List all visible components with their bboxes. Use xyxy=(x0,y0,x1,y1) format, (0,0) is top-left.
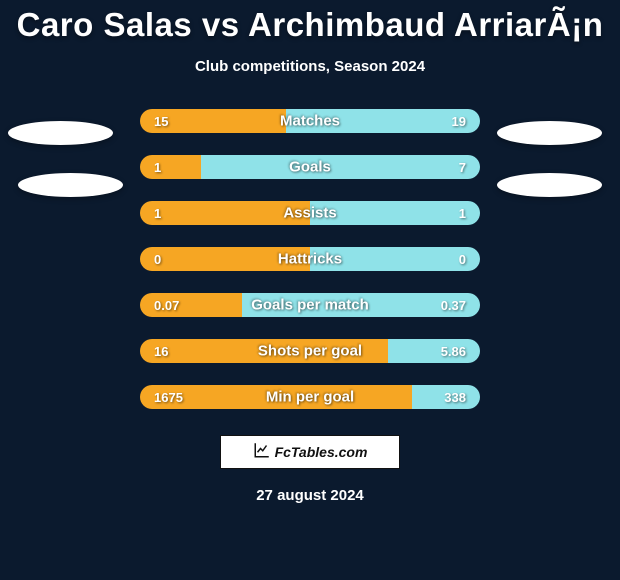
stat-right-value: 19 xyxy=(452,114,466,129)
stat-left-value: 0 xyxy=(154,252,161,267)
bar-right: 19 xyxy=(286,109,480,133)
bar-left: 1 xyxy=(140,201,310,225)
stat-right-value: 0 xyxy=(459,252,466,267)
bar-right: 7 xyxy=(201,155,480,179)
stat-left-value: 16 xyxy=(154,344,168,359)
bar-left: 1 xyxy=(140,155,201,179)
stat-right-value: 7 xyxy=(459,160,466,175)
stat-left-value: 0.07 xyxy=(154,298,179,313)
bar-right: 1 xyxy=(310,201,480,225)
bar-left: 0.07 xyxy=(140,293,242,317)
stat-row-shots-per-goal: 165.86Shots per goal xyxy=(140,339,480,363)
bar-right: 0 xyxy=(310,247,480,271)
date-label: 27 august 2024 xyxy=(0,487,620,504)
chart-icon xyxy=(253,441,271,464)
bar-right: 338 xyxy=(412,385,480,409)
fctables-badge[interactable]: FcTables.com xyxy=(220,435,400,469)
stat-right-value: 5.86 xyxy=(441,344,466,359)
stat-left-value: 1675 xyxy=(154,390,183,405)
player-oval-0 xyxy=(8,121,113,145)
bar-right: 0.37 xyxy=(242,293,480,317)
stat-row-min-per-goal: 1675338Min per goal xyxy=(140,385,480,409)
player-oval-2 xyxy=(497,121,602,145)
bar-right: 5.86 xyxy=(388,339,480,363)
bar-left: 0 xyxy=(140,247,310,271)
stat-bars: 1519Matches17Goals11Assists00Hattricks0.… xyxy=(140,109,480,409)
stat-row-goals: 17Goals xyxy=(140,155,480,179)
bar-left: 15 xyxy=(140,109,286,133)
page-subtitle: Club competitions, Season 2024 xyxy=(0,58,620,75)
chart-area: 1519Matches17Goals11Assists00Hattricks0.… xyxy=(0,109,620,409)
stat-right-value: 338 xyxy=(444,390,466,405)
stat-row-hattricks: 00Hattricks xyxy=(140,247,480,271)
badge-text: FcTables.com xyxy=(275,444,368,460)
stat-right-value: 0.37 xyxy=(441,298,466,313)
stat-row-goals-per-match: 0.070.37Goals per match xyxy=(140,293,480,317)
bar-left: 16 xyxy=(140,339,388,363)
stat-left-value: 1 xyxy=(154,160,161,175)
player-oval-1 xyxy=(18,173,123,197)
page-title: Caro Salas vs Archimbaud ArriarÃ¡n xyxy=(0,0,620,44)
stat-row-assists: 11Assists xyxy=(140,201,480,225)
stat-right-value: 1 xyxy=(459,206,466,221)
player-oval-3 xyxy=(497,173,602,197)
bar-left: 1675 xyxy=(140,385,412,409)
stat-left-value: 15 xyxy=(154,114,168,129)
stat-left-value: 1 xyxy=(154,206,161,221)
stat-row-matches: 1519Matches xyxy=(140,109,480,133)
